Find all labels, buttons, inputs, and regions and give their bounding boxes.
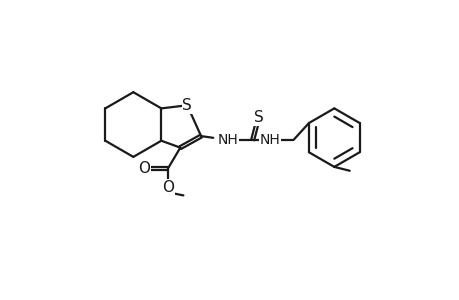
Text: NH: NH bbox=[217, 133, 238, 147]
Text: O: O bbox=[162, 180, 174, 195]
Text: S: S bbox=[182, 98, 192, 113]
Text: O: O bbox=[138, 161, 150, 176]
Text: S: S bbox=[253, 110, 263, 125]
Text: NH: NH bbox=[259, 133, 280, 147]
